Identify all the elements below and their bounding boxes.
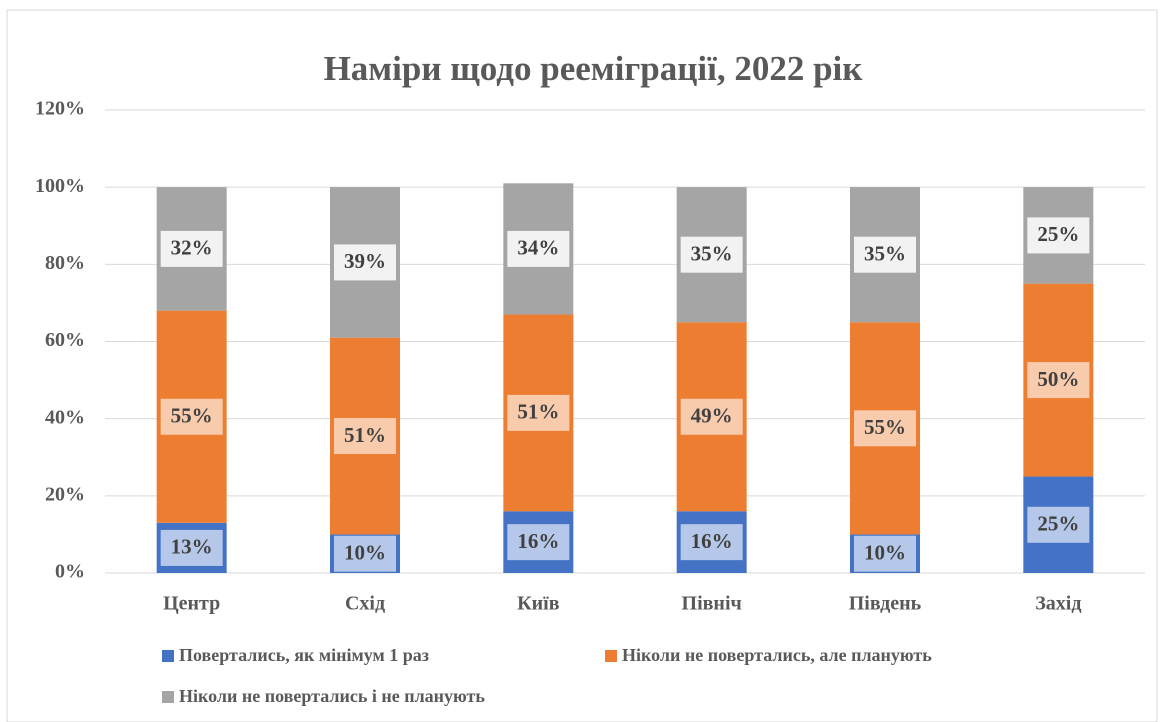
data-label: 51%	[344, 423, 386, 447]
data-label-box	[1027, 362, 1090, 399]
data-label: 32%	[171, 236, 213, 260]
legend-label: Ніколи не повертались, але планують	[622, 645, 932, 665]
data-label: 16%	[517, 529, 559, 553]
chart-title: Наміри щодо рееміграції, 2022 рік	[324, 49, 864, 88]
data-label: 55%	[171, 404, 213, 428]
x-tick-label: Південь	[849, 593, 922, 615]
data-label: 39%	[344, 249, 386, 273]
data-label-box	[334, 535, 396, 572]
data-label-box	[1027, 217, 1090, 254]
y-tick-label: 60%	[45, 329, 85, 351]
legend-label: Повертались, як мінімум 1 раз	[179, 645, 429, 665]
data-label: 50%	[1037, 367, 1079, 391]
x-tick-label: Центр	[163, 593, 220, 615]
data-label: 49%	[691, 404, 733, 428]
data-label-box	[854, 236, 916, 273]
y-tick-label: 40%	[45, 406, 85, 428]
data-label: 25%	[1037, 512, 1079, 536]
data-label-box	[334, 418, 396, 455]
data-label-box	[1027, 506, 1090, 543]
data-label: 35%	[864, 242, 906, 266]
y-tick-label: 80%	[45, 252, 85, 274]
data-label: 25%	[1037, 222, 1079, 246]
y-tick-label: 100%	[35, 175, 85, 197]
data-label-box	[507, 394, 570, 431]
data-label-box	[334, 244, 396, 281]
y-tick-label: 20%	[45, 483, 85, 505]
data-label-box	[160, 230, 223, 267]
data-label: 10%	[344, 541, 386, 565]
data-label: 34%	[517, 236, 559, 260]
x-tick-label: Захід	[1035, 593, 1081, 615]
data-label-box	[160, 529, 223, 566]
data-label: 10%	[864, 541, 906, 565]
x-tick-label: Київ	[517, 593, 560, 615]
legend-swatch	[162, 691, 174, 703]
data-label-box	[854, 410, 916, 447]
y-tick-label: 0%	[55, 561, 85, 583]
y-tick-label: 120%	[35, 98, 85, 120]
data-label-box	[680, 236, 743, 273]
x-tick-label: Північ	[682, 593, 742, 615]
data-label-box	[507, 230, 570, 267]
legend-label: Ніколи не повертались і не планують	[179, 686, 485, 706]
data-label-box	[507, 524, 570, 561]
data-label-box	[680, 398, 743, 435]
data-label-box	[680, 524, 743, 561]
data-label-box	[854, 535, 916, 572]
data-label: 51%	[517, 400, 559, 424]
legend-swatch	[162, 650, 174, 662]
legend-swatch	[605, 650, 617, 662]
data-label: 55%	[864, 415, 906, 439]
x-tick-label: Схід	[345, 593, 385, 615]
data-label: 16%	[691, 529, 733, 553]
data-label: 35%	[691, 242, 733, 266]
data-label-box	[160, 398, 223, 435]
data-label: 13%	[171, 535, 213, 559]
